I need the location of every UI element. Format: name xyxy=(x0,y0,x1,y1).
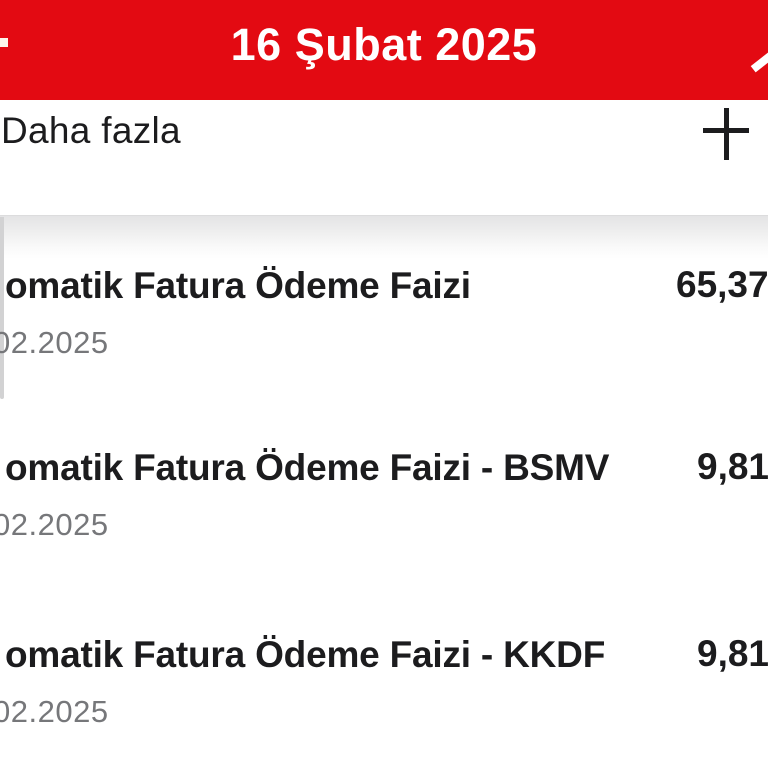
more-row: Daha fazla xyxy=(0,100,768,215)
transaction-row[interactable]: omatik Fatura Ödeme Faizi - BSMV 9,81 02… xyxy=(0,446,768,579)
transaction-date: 02.2025 xyxy=(0,325,109,360)
page-title: 16 Şubat 2025 xyxy=(230,19,538,70)
transaction-date: 02.2025 xyxy=(0,694,109,729)
list-top-shadow xyxy=(0,215,768,259)
transaction-title: omatik Fatura Ödeme Faizi - KKDF xyxy=(5,634,606,675)
transaction-amount: 9,81 xyxy=(697,633,768,674)
more-label[interactable]: Daha fazla xyxy=(1,110,181,151)
transaction-date: 02.2025 xyxy=(0,507,109,542)
transaction-title: omatik Fatura Ödeme Faizi - BSMV xyxy=(5,447,610,488)
scrollbar[interactable] xyxy=(0,217,4,399)
back-icon-fragment[interactable] xyxy=(0,38,8,47)
plus-icon-horizontal-stroke xyxy=(703,128,749,133)
transaction-row[interactable]: omatik Fatura Ödeme Faizi - KKDF 9,81 02… xyxy=(0,633,768,766)
transaction-list xyxy=(0,215,768,768)
header: 16 Şubat 2025 xyxy=(0,0,768,100)
transaction-amount: 65,37 xyxy=(676,264,768,305)
transaction-title: omatik Fatura Ödeme Faizi xyxy=(5,265,471,306)
plus-icon-vertical-stroke xyxy=(724,108,729,160)
transaction-amount: 9,81 xyxy=(697,446,768,487)
plus-icon[interactable] xyxy=(700,104,752,160)
transaction-row[interactable]: omatik Fatura Ödeme Faizi 65,37 02.2025 xyxy=(0,264,768,397)
